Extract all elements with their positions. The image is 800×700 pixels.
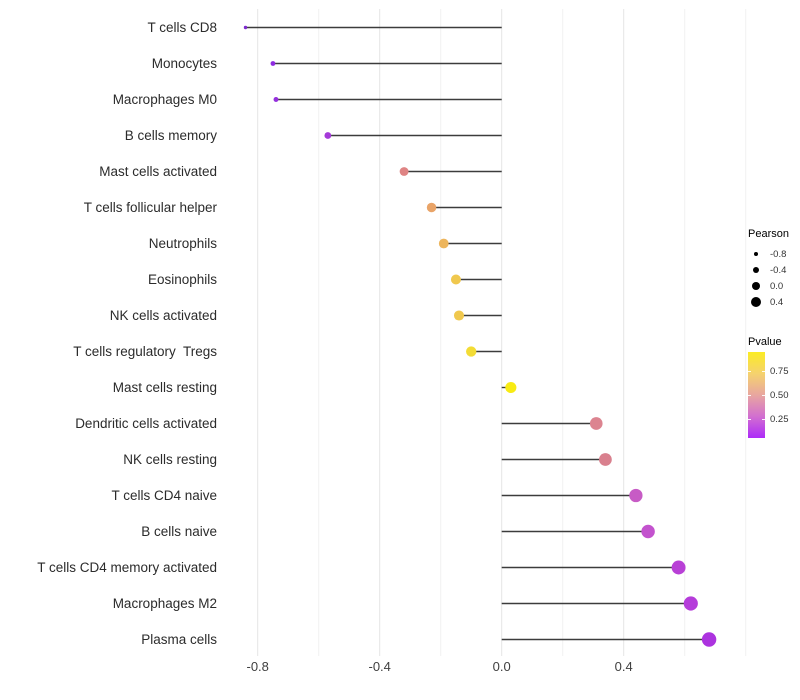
lollipop-point [641,524,655,539]
colorbar-tick [762,418,765,420]
legend-size-key: -0.4 [745,262,786,278]
lollipop-point [599,453,612,466]
legend-size-key: 0.4 [745,294,786,310]
category-label: NK cells activated [109,307,217,323]
category-label: Eosinophils [147,271,217,287]
lollipop-point [466,346,477,357]
colorbar-tick [748,371,751,373]
x-tick-label: -0.4 [368,659,391,674]
lollipop-point [701,632,717,647]
category-label: Mast cells resting [112,379,217,395]
lollipop-point [453,310,465,321]
colorbar-tick-label: 0.75 [770,366,789,378]
category-label: T cells CD4 naive [111,487,217,503]
colorbar-tick [762,395,765,396]
lollipop-point [270,61,276,66]
colorbar-tick-label: 0.50 [770,390,789,401]
colorbar-tick [748,395,751,396]
legend-pearson-keys: -0.8 -0.4 0.0 0.4 [745,246,786,310]
x-tick-label: 0.0 [492,659,511,674]
category-label: T cells follicular helper [83,199,217,215]
legend-size-key: -0.8 [745,246,786,262]
legend-size-label: 0.4 [770,296,784,308]
legend-size-label: -0.8 [770,248,787,260]
x-tick-label: 0.4 [614,659,633,674]
category-label: T cells CD8 [147,19,217,35]
legend-pvalue: Pvalue 0.75 0.50 0.25 [748,336,789,438]
colorbar-tick [748,418,751,420]
colorbar [748,352,765,438]
lollipop-point [589,417,603,430]
legend-size-dot [751,281,761,291]
lollipop-point [505,381,517,394]
y-axis-labels: T cells CD8 Monocytes Macrophages M0 B cell… [0,0,217,700]
colorbar-tick-label: 0.25 [770,413,789,425]
lollipop-point [450,274,461,285]
category-label: B cells memory [124,127,217,143]
legend-size-label: 0.0 [770,280,784,292]
legend-pvalue-title: Pvalue [748,336,782,348]
category-label: Plasma cells [141,631,217,647]
lollipop-point [683,596,698,611]
colorbar-tick [762,371,765,373]
x-tick-label: -0.8 [246,659,269,674]
legend-size-label: -0.4 [770,264,787,276]
legend-pearson: Pearson -0.8 -0.4 0.0 0.4 [748,228,789,308]
category-label: Monocytes [151,55,217,71]
legend-size-dot [754,252,758,256]
category-label: NK cells resting [123,451,217,467]
category-label: T cells CD4 memory activated [37,559,217,575]
category-label: Neutrophils [148,235,217,251]
lollipop-point [324,132,332,139]
lollipop-point [273,97,279,102]
lollipop-point [426,202,437,213]
legend-size-key: 0.0 [745,278,786,294]
legend-size-dot [752,266,760,274]
legend-size-dot [751,297,761,307]
category-label: Dendritic cells activated [75,415,217,431]
lollipop-point [671,560,686,575]
category-label: B cells naive [141,523,217,539]
category-label: Mast cells activated [99,163,217,179]
category-label: T cells regulatory Tregs [73,343,217,359]
lollipop-point [243,25,248,30]
lollipop-point [399,167,409,176]
lollipop-point [438,238,449,249]
legend-pearson-title: Pearson [748,228,789,240]
lollipop-point [629,488,643,503]
category-label: Macrophages M0 [112,91,217,107]
category-label: Macrophages M2 [112,595,217,611]
